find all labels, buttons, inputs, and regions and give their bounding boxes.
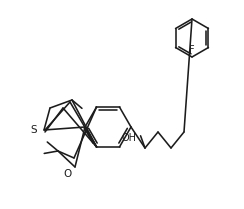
Text: O: O xyxy=(63,169,71,179)
Text: OH: OH xyxy=(122,133,136,143)
Text: S: S xyxy=(30,125,37,135)
Text: F: F xyxy=(189,45,195,55)
